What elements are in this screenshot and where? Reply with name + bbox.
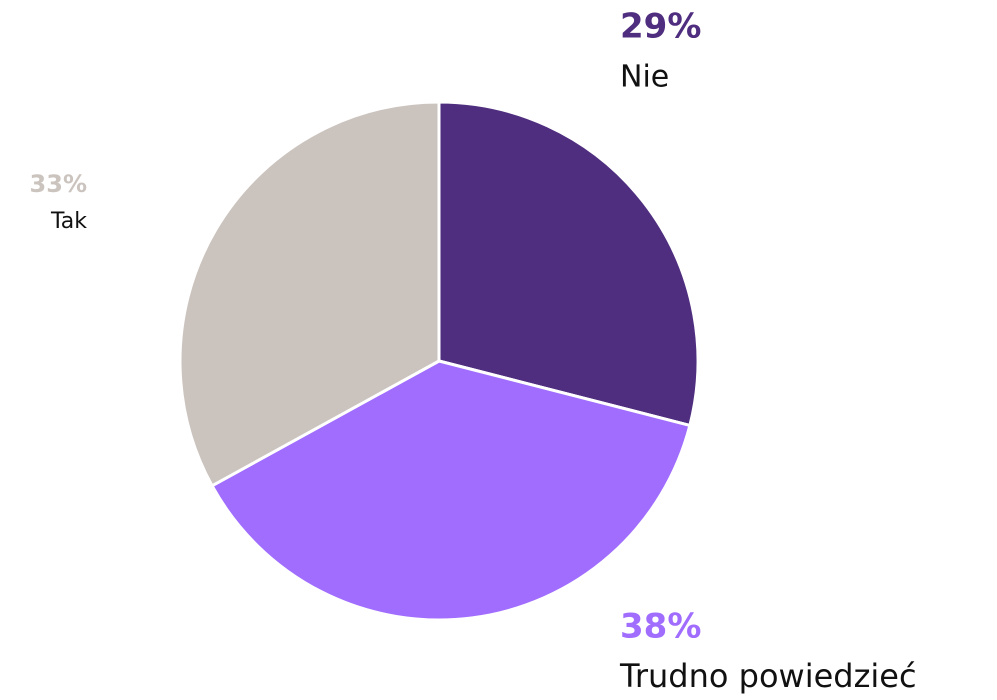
category-label: Tak (50, 209, 87, 234)
pie-slice (209, 359, 692, 622)
category-label: Nie (620, 60, 669, 95)
category-label: Trudno powiedzieć (619, 657, 917, 695)
value-label: 33% (30, 170, 87, 198)
value-label: 38% (620, 607, 701, 647)
pie-slice (178, 100, 441, 488)
value-label: 29% (620, 7, 701, 47)
pie-slice (437, 100, 700, 428)
